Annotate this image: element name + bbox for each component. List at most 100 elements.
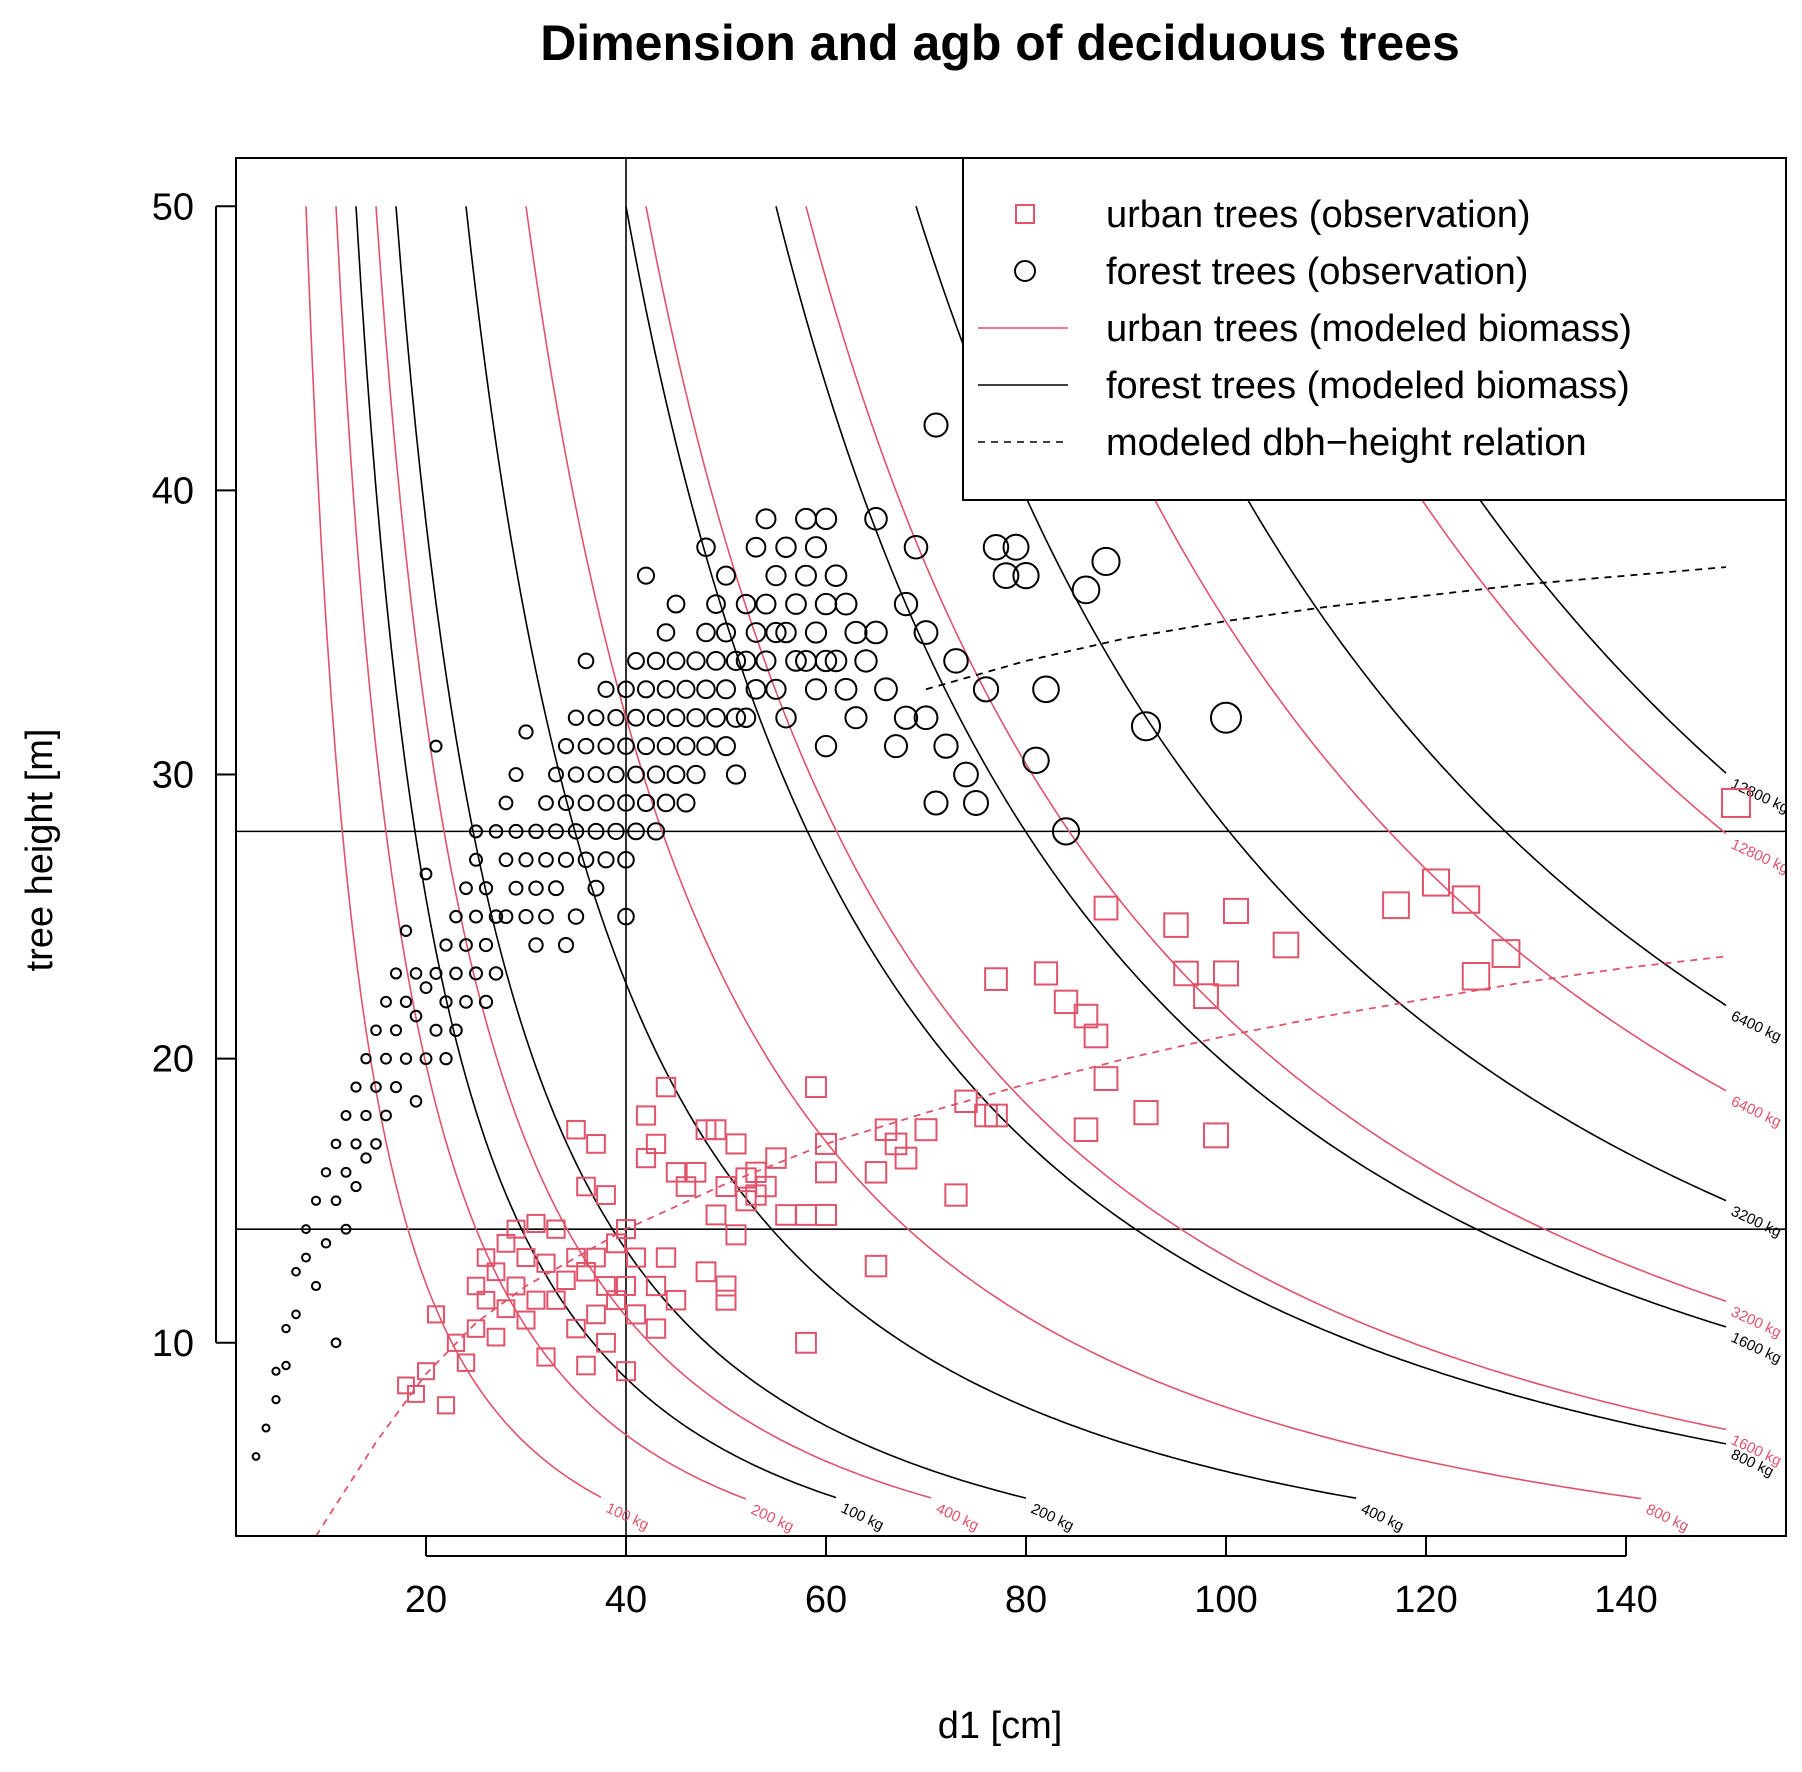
urban-observation-point <box>645 1318 667 1339</box>
forest-observation-point <box>449 966 463 981</box>
forest-observation-point <box>933 733 959 759</box>
chart-title: Dimension and agb of deciduous trees <box>540 15 1460 71</box>
forest-observation-point <box>459 994 473 1009</box>
x-tick-label: 20 <box>405 1579 447 1621</box>
forest-observation-point <box>340 1166 352 1178</box>
forest-observation-point <box>389 1081 403 1094</box>
forest-observation-point <box>488 909 504 924</box>
forest-observation-point <box>627 765 645 784</box>
urban-observation-point <box>685 1161 707 1183</box>
x-axis-label: d1 [cm] <box>938 1705 1063 1747</box>
forest-observation-point <box>696 537 716 558</box>
forest-observation-point <box>469 909 483 924</box>
forest-observation-point <box>478 994 494 1009</box>
forest-observation-point <box>913 705 939 731</box>
legend-box <box>962 157 1787 501</box>
forest-observation-point <box>548 880 564 897</box>
urban-observation-point <box>496 1233 516 1253</box>
forest-observation-point <box>488 966 504 981</box>
forest-observation-point <box>725 764 747 785</box>
forest-observation-point <box>775 707 797 729</box>
forest-observation-point <box>380 995 392 1008</box>
forest-observation-point <box>716 736 736 757</box>
forest-observation-point <box>340 1223 352 1235</box>
forest-observation-point <box>735 707 757 728</box>
forest-observation-point <box>548 766 564 783</box>
forest-observation-point <box>291 1309 301 1320</box>
forest-observation-point <box>449 909 463 924</box>
forest-observation-point <box>696 622 716 643</box>
urban-observation-point <box>516 1248 536 1268</box>
forest-observation-point <box>518 909 534 925</box>
urban-observation-point <box>476 1248 496 1267</box>
urban-observation-point <box>1073 1003 1099 1029</box>
forest-observation-point <box>429 739 443 753</box>
urban-observation-point <box>436 1396 456 1415</box>
urban-observation-point <box>815 1161 837 1184</box>
urban-observation-point <box>695 1261 717 1283</box>
urban-observation-point <box>635 1105 657 1126</box>
urban-observation-point <box>417 1362 435 1381</box>
urban-observation-point <box>705 1204 727 1226</box>
x-tick-label: 40 <box>605 1579 647 1621</box>
forest-observation-point <box>617 850 635 869</box>
forest-observation-point <box>716 622 736 643</box>
forest-observation-point <box>439 995 453 1009</box>
urban-observation-point <box>984 1103 1008 1128</box>
forest-observation-point <box>666 708 686 728</box>
urban-observation-point <box>1421 868 1451 897</box>
forest-observation-point <box>459 881 473 896</box>
urban-observation-point <box>1033 961 1059 986</box>
urban-observation-point <box>1203 1122 1229 1149</box>
forest-observation-point <box>627 708 645 727</box>
forest-observation-point <box>419 867 433 881</box>
urban-observation-point <box>456 1353 476 1372</box>
urban-observation-point <box>1461 962 1491 991</box>
forest-observation-point <box>745 536 767 558</box>
forest-observation-point <box>765 678 787 700</box>
urban-observation-point <box>715 1289 737 1311</box>
forest-observation-point <box>854 649 878 673</box>
forest-observation-point <box>310 1280 322 1292</box>
forest-observation-point <box>834 677 858 701</box>
forest-observation-point <box>745 678 767 700</box>
forest-observation-point <box>281 1323 291 1334</box>
y-tick-label: 30 <box>152 755 194 797</box>
forest-observation-point <box>518 724 534 740</box>
urban-observation-point <box>984 967 1008 991</box>
forest-observation-point <box>360 1109 372 1122</box>
forest-observation-point <box>785 650 807 672</box>
forest-observation-point <box>469 966 483 981</box>
urban-observation-point <box>586 1134 606 1154</box>
urban-observation-point <box>705 1119 727 1141</box>
urban-biomass-contour <box>525 206 1642 1500</box>
x-tick-label: 100 <box>1194 1579 1257 1621</box>
forest-observation-point <box>864 620 888 645</box>
forest-observation-point <box>577 652 595 670</box>
urban-observation-point <box>725 1133 747 1155</box>
y-axis-label: tree height [m] <box>19 729 61 972</box>
forest-biomass-contour <box>465 206 1357 1499</box>
forest-observation-point <box>686 764 706 785</box>
forest-observation-point <box>735 593 757 615</box>
forest-observation-point <box>1071 575 1101 605</box>
urban-observation-point <box>795 1331 817 1354</box>
forest-observation-point <box>755 593 777 615</box>
forest-observation-point <box>1051 817 1081 846</box>
forest-observation-point <box>399 995 413 1009</box>
forest-observation-point <box>686 651 706 671</box>
forest-observation-point <box>686 708 706 728</box>
urban-observation-point <box>1193 983 1219 1010</box>
urban-biomass-contour <box>805 206 1727 1302</box>
forest-observation-point <box>380 1109 392 1122</box>
forest-observation-point <box>409 1009 423 1023</box>
forest-observation-point <box>577 737 595 755</box>
forest-observation-point <box>320 1167 332 1178</box>
forest-observation-point <box>607 709 625 727</box>
forest-observation-point <box>548 823 564 840</box>
urban-observation-point <box>576 1355 596 1376</box>
urban-biomass-contour <box>645 206 1727 1431</box>
forest-observation-point <box>409 1095 423 1108</box>
urban-observation-point <box>655 1076 677 1098</box>
